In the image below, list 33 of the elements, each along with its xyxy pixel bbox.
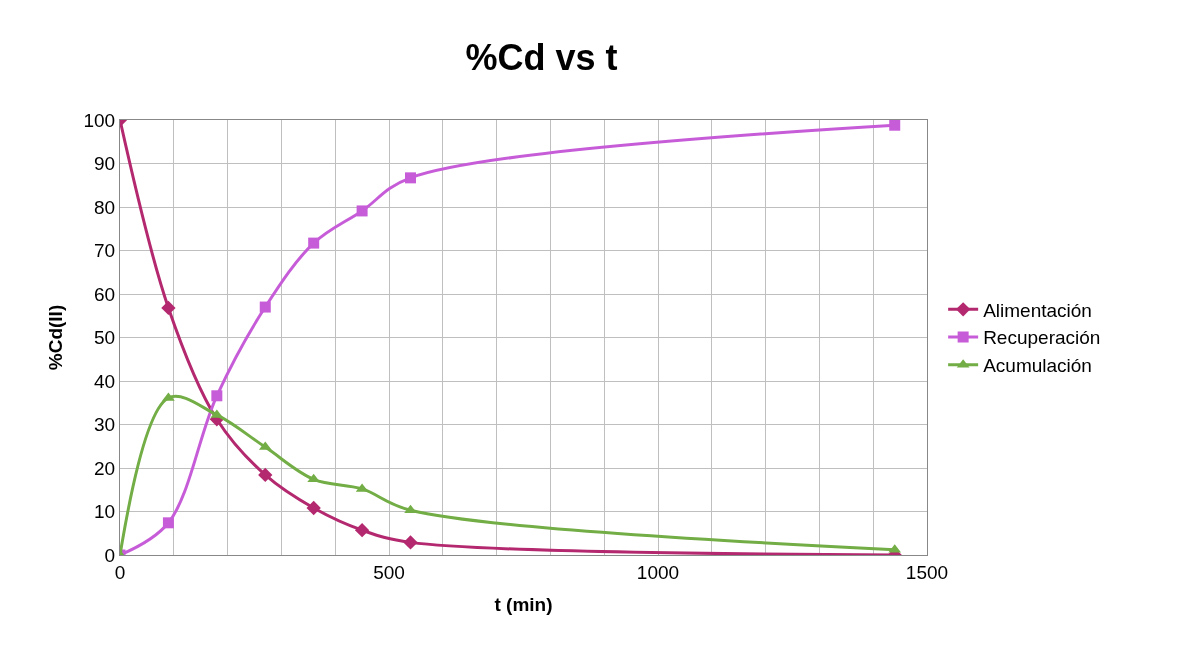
chart-title: %Cd vs t bbox=[465, 37, 618, 79]
y-tick-label: 40 bbox=[94, 370, 116, 392]
y-tick-label: 80 bbox=[94, 196, 116, 218]
y-tick-label: 50 bbox=[94, 327, 116, 349]
point bbox=[403, 535, 418, 550]
y-tick-label: 60 bbox=[94, 283, 116, 305]
y-tick-label: 100 bbox=[83, 109, 116, 131]
x-tick-label: 1500 bbox=[905, 561, 949, 583]
x-tick-label: 500 bbox=[373, 561, 405, 583]
point bbox=[308, 237, 320, 249]
point bbox=[161, 300, 176, 316]
point bbox=[211, 390, 223, 402]
point bbox=[162, 517, 174, 529]
point bbox=[306, 500, 321, 516]
y-tick-label: 10 bbox=[94, 501, 116, 523]
y-tick-label: 30 bbox=[94, 414, 116, 436]
point bbox=[259, 301, 271, 313]
point bbox=[354, 523, 370, 538]
point bbox=[405, 172, 417, 184]
point bbox=[307, 473, 321, 483]
legend-label: Acumulación bbox=[983, 355, 1092, 377]
legend-label: Recuperación bbox=[983, 327, 1101, 349]
x-tick-label: 1000 bbox=[636, 561, 680, 583]
y-tick-label: 70 bbox=[94, 240, 116, 262]
legend-label: Alimentación bbox=[983, 299, 1092, 321]
x-axis-title: t (min) bbox=[494, 593, 553, 615]
point bbox=[889, 120, 901, 131]
y-tick-label: 0 bbox=[104, 544, 116, 566]
y-axis-title: %Cd(II) bbox=[45, 304, 67, 371]
y-tick-label: 20 bbox=[94, 457, 116, 479]
point bbox=[258, 467, 273, 483]
y-tick-label: 90 bbox=[94, 153, 116, 175]
point bbox=[356, 205, 368, 217]
